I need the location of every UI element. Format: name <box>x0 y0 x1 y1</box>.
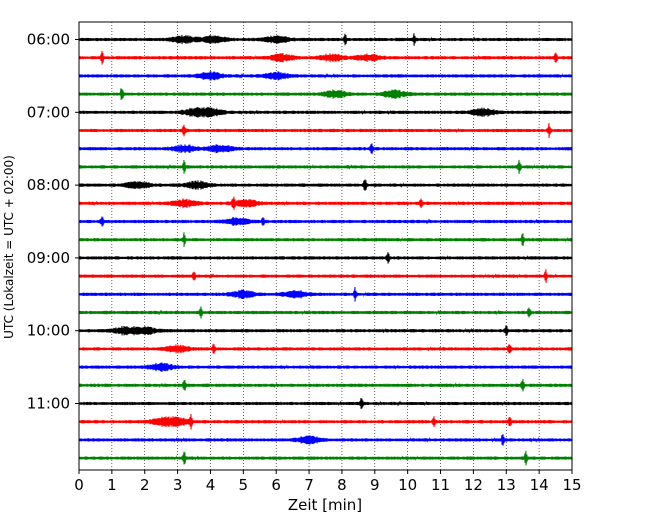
trace-line-0930 <box>78 286 573 302</box>
trace-line-1045 <box>78 379 573 392</box>
x-tick-label: 4 <box>206 476 216 494</box>
trace-line-1130 <box>78 434 573 446</box>
x-tick-label: 6 <box>271 476 281 494</box>
trace-line-1030 <box>78 362 573 372</box>
trace-line-0900 <box>78 252 573 264</box>
trace-line-0700 <box>78 106 573 118</box>
x-tick-label: 0 <box>74 476 84 494</box>
x-tick-label: 8 <box>337 476 347 494</box>
y-tick-label: 11:00 <box>27 395 70 413</box>
x-tick-label: 10 <box>398 476 417 494</box>
trace-line-0745 <box>78 159 573 174</box>
trace-line-1100 <box>78 398 573 409</box>
trace-line-0915 <box>78 269 573 283</box>
trace-line-0630 <box>78 71 573 81</box>
y-tick-label: 06:00 <box>27 31 70 49</box>
x-tick-label: 15 <box>562 476 581 494</box>
x-tick-label: 5 <box>239 476 249 494</box>
plot-border <box>78 21 573 471</box>
trace-series <box>78 33 573 466</box>
trace-line-0645 <box>78 88 573 100</box>
x-tick-label: 12 <box>464 476 483 494</box>
x-tick-label: 7 <box>304 476 314 494</box>
trace-line-1000 <box>78 325 573 337</box>
x-tick-label: 9 <box>370 476 380 494</box>
trace-line-1015 <box>78 343 573 354</box>
y-tick-label: 10:00 <box>27 322 70 340</box>
x-tick-label: 13 <box>497 476 516 494</box>
trace-line-0615 <box>78 50 573 65</box>
x-tick-label: 2 <box>140 476 150 494</box>
x-tick-label: 3 <box>173 476 183 494</box>
plot-frame <box>78 21 573 471</box>
trace-line-1115 <box>78 413 573 430</box>
x-axis-label: Zeit [min] <box>288 496 362 514</box>
y-axis-label: UTC (Lokalzeit = UTC + 02:00) <box>2 155 16 339</box>
y-tick-label: 07:00 <box>27 103 70 121</box>
trace-line-0815 <box>78 196 573 211</box>
trace-line-0800 <box>78 179 573 191</box>
trace-line-0945 <box>78 306 573 319</box>
x-axis-ticks: 0 1 2 3 4 5 6 7 8 9 10 11 12 13 14 15 <box>74 470 582 494</box>
trace-line-0730 <box>78 143 573 155</box>
y-tick-label: 09:00 <box>27 249 70 267</box>
trace-line-0715 <box>78 122 573 139</box>
trace-line-1145 <box>78 450 573 466</box>
x-tick-label: 11 <box>431 476 450 494</box>
x-tick-label: 1 <box>107 476 117 494</box>
x-tick-label: 14 <box>530 476 549 494</box>
y-axis-ticks: 06:00 07:00 08:00 09:00 10:00 11:00 <box>27 31 79 413</box>
y-tick-label: 08:00 <box>27 176 70 194</box>
trace-line-0830 <box>78 216 573 227</box>
trace-line-0600 <box>78 33 573 46</box>
trace-line-0845 <box>78 232 573 248</box>
